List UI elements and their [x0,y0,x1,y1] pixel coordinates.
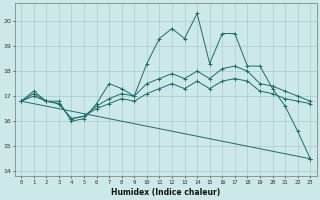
X-axis label: Humidex (Indice chaleur): Humidex (Indice chaleur) [111,188,220,197]
